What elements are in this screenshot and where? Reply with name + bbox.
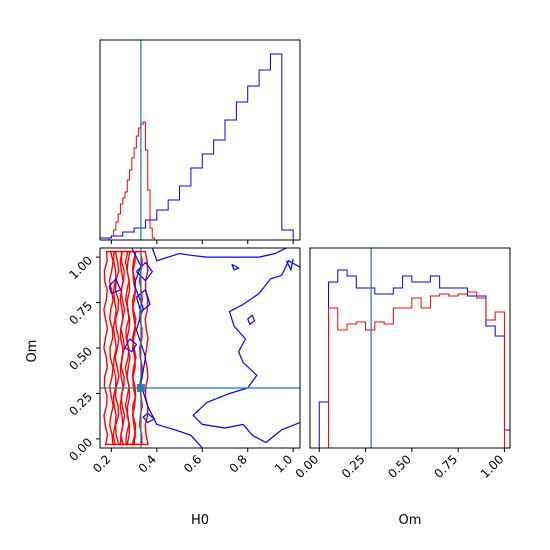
h0-histogram-panel (99, 39, 301, 244)
contour-y-tick-label: 1.00 (66, 253, 95, 282)
contour-frame (99, 247, 301, 449)
om-x-tick-label: 0.75 (431, 452, 460, 481)
contour-x-tick-label: 0.2 (90, 452, 113, 475)
contour-y-tick-label: 0.50 (66, 344, 95, 373)
blue-contour-small (124, 338, 138, 353)
x-axis-label-h0: H0 (191, 513, 209, 528)
contour-x-tick-label: 0.4 (136, 452, 159, 475)
contour-y-tick-label: 0.75 (66, 299, 95, 328)
om-histogram-red-series (310, 291, 510, 448)
contour-truth-marker (136, 384, 145, 392)
om-x-tick-label: 0.50 (385, 452, 414, 481)
contour-y-tick-label: 0.00 (66, 435, 95, 464)
om-histogram-panel: 0.00 0.25 0.50 0.75 1.00 (293, 247, 511, 481)
h0-histogram-blue-series (100, 53, 294, 240)
h0-om-contour-panel: 0.2 0.4 0.6 0.8 1.0 0.00 0.25 0.50 0.75 1.00 (66, 247, 301, 476)
contour-x-tick-label: 1.0 (272, 452, 295, 475)
blue-contour-small (285, 258, 294, 272)
contour-x-tick-label: 0.6 (181, 452, 204, 475)
blue-contour-top (151, 248, 287, 262)
blue-contour-small (142, 413, 156, 424)
om-x-tick-label: 0.00 (293, 452, 322, 481)
red-contour-level (131, 250, 149, 446)
om-x-tick-label: 1.00 (478, 452, 507, 481)
x-axis-label-om: Om (399, 513, 422, 528)
blue-contour-small (247, 314, 256, 326)
om-histogram-blue-series (310, 269, 510, 448)
blue-contour-mid (192, 259, 300, 444)
blue-contour-outer (131, 248, 203, 448)
blue-contour-small (108, 277, 122, 295)
contour-x-tick-label: 0.8 (226, 452, 249, 475)
om-histogram-frame (309, 247, 511, 449)
y-axis-label-om: Om (25, 340, 40, 363)
blue-contour-small (135, 288, 151, 313)
h0-histogram-red-series (100, 121, 157, 240)
blue-contour-small (231, 263, 241, 271)
blue-contour-small (135, 261, 154, 282)
om-x-tick-label: 0.25 (339, 452, 368, 481)
contour-y-tick-label: 0.25 (66, 390, 95, 419)
h0-histogram-frame (99, 39, 301, 241)
